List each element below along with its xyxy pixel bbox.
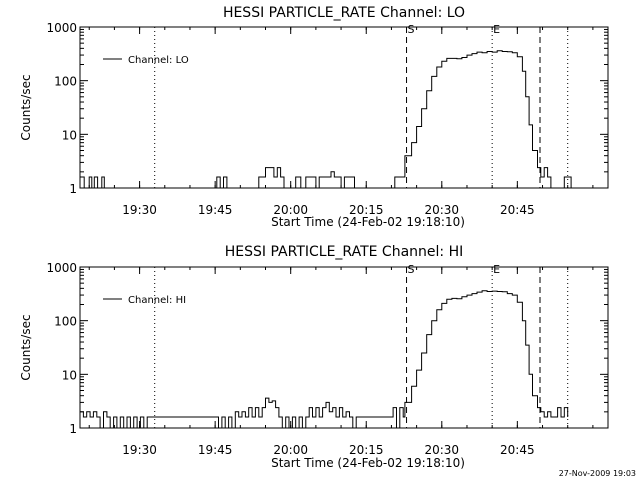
- chart-title: HESSI PARTICLE_RATE Channel: HI: [225, 244, 463, 260]
- x-tick-label: 20:15: [349, 203, 384, 217]
- series-line: [80, 50, 572, 189]
- x-tick-label: 20:45: [500, 203, 535, 217]
- x-tick-label: 20:45: [500, 443, 535, 457]
- legend-label: Channel: LO: [128, 55, 189, 66]
- series-group: [80, 290, 569, 429]
- legend-label: Channel: HI: [128, 295, 186, 306]
- y-tick-label: 100: [54, 75, 77, 89]
- y-tick-label: 10: [62, 128, 77, 142]
- x-axis-label: Start Time (24-Feb-02 19:18:10): [271, 456, 465, 470]
- chart-panel-lo: HESSI PARTICLE_RATE Channel: LO Counts/s…: [19, 5, 609, 229]
- series-line: [80, 290, 569, 429]
- y-tick-label: 10: [62, 368, 77, 382]
- x-tick-label: 19:45: [198, 203, 233, 217]
- x-tick-label: 20:00: [273, 203, 308, 217]
- x-tick-label: 20:00: [273, 443, 308, 457]
- y-tick-label: 1000: [46, 21, 77, 35]
- y-axis-label: Counts/sec: [19, 314, 33, 380]
- x-tick-label: 20:30: [424, 203, 459, 217]
- series-group: [80, 50, 572, 189]
- marker-label: S: [408, 23, 415, 36]
- footer-timestamp: 27-Nov-2009 19:03: [558, 469, 636, 478]
- chart-panel-hi: HESSI PARTICLE_RATE Channel: HI Counts/s…: [19, 244, 609, 470]
- y-tick-label: 1000: [46, 261, 77, 275]
- axis-ticks: 1 10 100 1000 19:30 19:45 20:00 20:15 20:30 20:45: [46, 261, 608, 457]
- marker-label: E: [493, 263, 500, 276]
- y-tick-label: 1: [69, 182, 77, 196]
- y-tick-label: 1: [69, 422, 77, 436]
- x-tick-label: 20:30: [424, 443, 459, 457]
- plot-frame: [79, 266, 609, 429]
- y-axis-label: Counts/sec: [19, 74, 33, 140]
- legend: Channel: HI: [103, 295, 186, 306]
- x-axis-label: Start Time (24-Feb-02 19:18:10): [271, 215, 465, 229]
- x-tick-label: 19:45: [198, 443, 233, 457]
- legend: Channel: LO: [103, 55, 189, 66]
- marker-label: S: [408, 263, 415, 276]
- axis-ticks: 1 10 100 1000 19:30 19:45 20:00 20:15 20:30 20:45: [46, 21, 608, 217]
- y-tick-label: 100: [54, 315, 77, 329]
- chart-title: HESSI PARTICLE_RATE Channel: LO: [223, 5, 465, 21]
- x-tick-label: 20:15: [349, 443, 384, 457]
- x-tick-label: 19:30: [122, 443, 157, 457]
- x-tick-label: 19:30: [122, 203, 157, 217]
- marker-label: E: [493, 23, 500, 36]
